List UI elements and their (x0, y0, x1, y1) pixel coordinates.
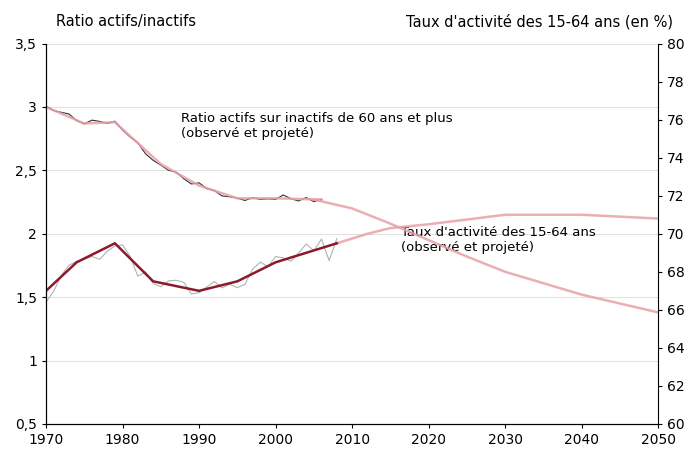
Text: Taux d'activité des 15-64 ans
(observé et projeté): Taux d'activité des 15-64 ans (observé e… (401, 226, 596, 254)
Text: Taux d'activité des 15-64 ans (en %): Taux d'activité des 15-64 ans (en %) (406, 14, 673, 30)
Text: Ratio actifs/inactifs: Ratio actifs/inactifs (56, 14, 196, 29)
Text: Ratio actifs sur inactifs de 60 ans et plus
(observé et projeté): Ratio actifs sur inactifs de 60 ans et p… (181, 112, 452, 140)
